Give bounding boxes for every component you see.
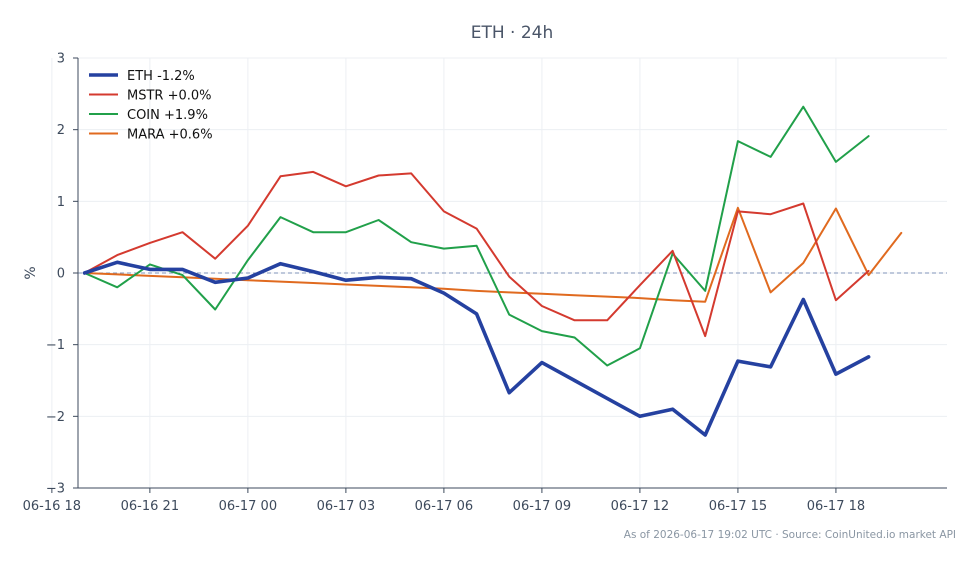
x-tick-label: 06-16 18 — [23, 499, 81, 514]
chart-title: ETH · 24h — [471, 23, 554, 43]
x-tick-label: 06-17 18 — [807, 499, 865, 514]
x-tick-label: 06-17 09 — [513, 499, 571, 514]
series-line-mara — [83, 206, 903, 303]
legend-label: ETH -1.2% — [127, 69, 195, 84]
x-tick-label: 06-16 21 — [121, 499, 179, 514]
legend-label: COIN +1.9% — [127, 108, 208, 123]
series-line-mstr — [83, 170, 870, 338]
x-ticks: 06-16 18 06-16 21 06-17 00 06-17 03 06-17 06… — [23, 488, 865, 514]
x-tick-label: 06-17 00 — [219, 499, 277, 514]
series-line-coin — [83, 105, 870, 367]
x-tick-label: 06-17 12 — [611, 499, 669, 514]
y-tick-label: −2 — [46, 410, 65, 425]
x-tick-label: 06-17 06 — [415, 499, 473, 514]
x-tick-label: 06-17 15 — [709, 499, 767, 514]
x-tick-label: 06-17 03 — [317, 499, 375, 514]
y-tick-label: −1 — [46, 338, 65, 353]
legend-label: MARA +0.6% — [127, 128, 213, 143]
y-tick-label: −3 — [46, 482, 65, 497]
series-line-eth — [82, 260, 871, 437]
series-layer — [82, 105, 903, 437]
y-tick-label: 3 — [57, 52, 65, 67]
source-footnote: As of 2026-06-17 19:02 UTC · Source: Coi… — [624, 529, 956, 541]
legend: ETH -1.2% MSTR +0.0% COIN +1.9% MARA +0.6% — [89, 69, 213, 143]
y-tick-label: 2 — [57, 123, 65, 138]
y-tick-label: 0 — [57, 267, 65, 282]
y-axis-label: % — [23, 266, 39, 279]
y-tick-label: 1 — [57, 195, 65, 210]
legend-label: MSTR +0.0% — [127, 89, 212, 104]
y-ticks: 3 2 1 0 −1 −2 −3 — [46, 52, 78, 497]
